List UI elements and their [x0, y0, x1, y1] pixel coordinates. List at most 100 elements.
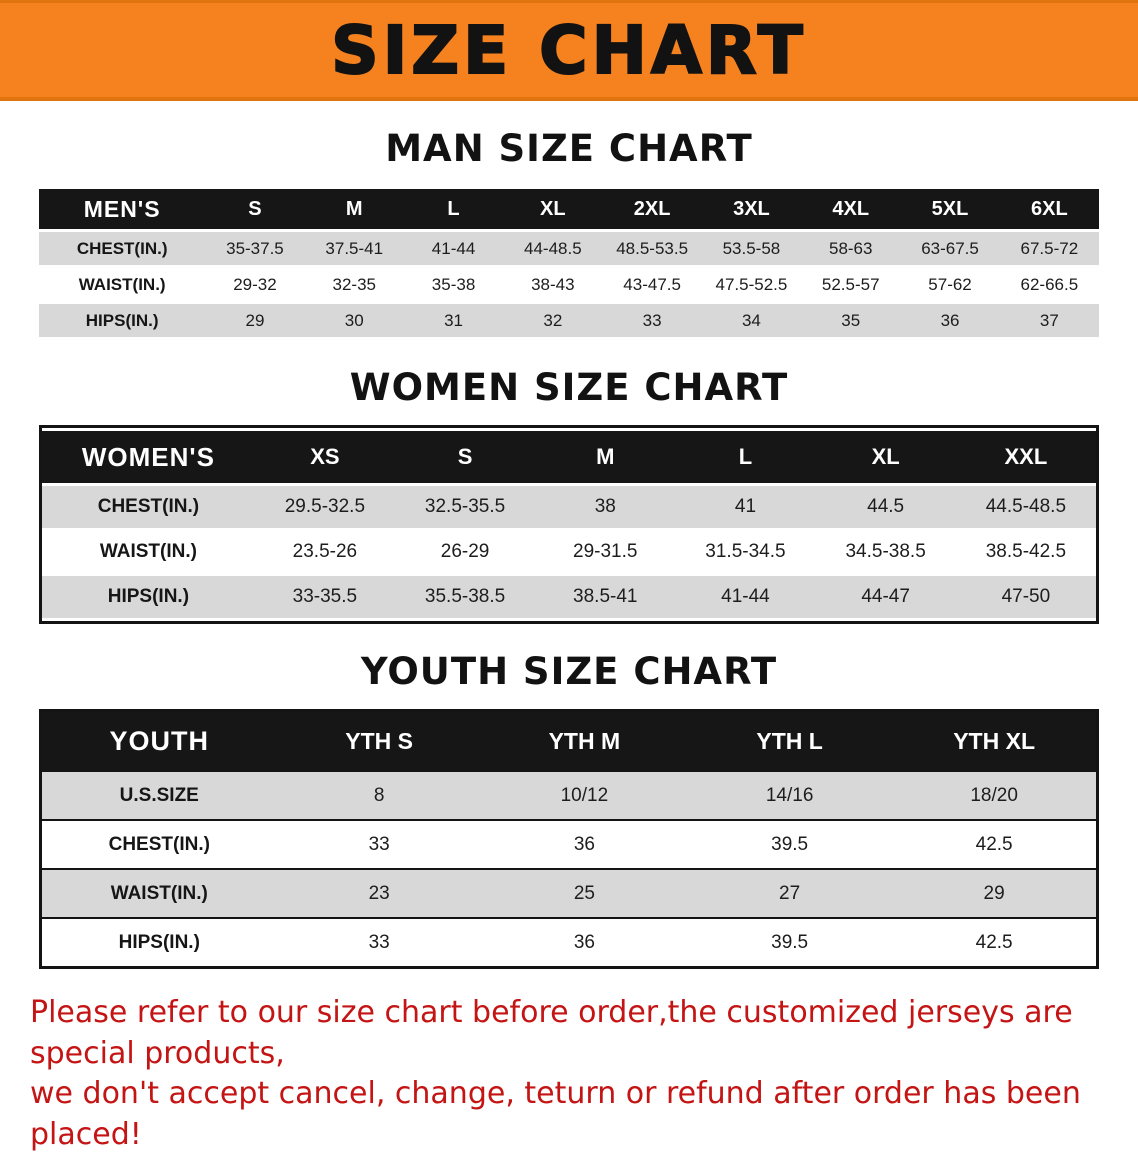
row-label-cell: U.S.SIZE: [40, 770, 277, 820]
table-row: WAIST(IN.) 23 25 27 29: [40, 868, 1098, 918]
youth-section-title: YOUTH SIZE CHART: [360, 650, 778, 693]
size-value-cell: 39.5: [687, 917, 893, 968]
size-value-cell: 38-43: [531, 274, 575, 294]
size-column-header: YTH L: [687, 710, 893, 771]
disclaimer-line-1: Please refer to our size chart before or…: [30, 995, 1073, 1071]
size-value-cell: 29: [245, 310, 265, 330]
row-label-cell: CHEST(IN.): [76, 238, 168, 258]
size-value-cell: 14/16: [687, 770, 893, 820]
size-value-cell: 38.5-41: [573, 586, 638, 607]
size-value-cell: 10/12: [481, 770, 687, 820]
row-label-cell: WAIST(IN.): [78, 274, 166, 294]
size-value-cell: 38: [594, 496, 616, 517]
page-title: SIZE CHART: [330, 11, 807, 90]
size-value-cell: 33: [642, 310, 662, 330]
size-value-cell: 43-47.5: [623, 274, 681, 294]
size-value-cell: 35-38: [431, 274, 476, 294]
size-value-cell: 36: [940, 310, 960, 330]
table-title-cell: WOMEN'S: [42, 431, 255, 483]
size-value-cell: 29: [892, 868, 1098, 918]
row-label-cell: HIPS(IN.): [107, 586, 190, 607]
women-size-section: WOMEN SIZE CHART WOMEN'S XS S M L XL XXL CHEST(…: [0, 366, 1138, 624]
row-label-cell: WAIST(IN.): [99, 541, 197, 562]
size-value-cell: 36: [481, 819, 687, 869]
size-column-header: M: [535, 431, 676, 483]
size-value-cell: 44-47: [861, 586, 910, 607]
size-column-header: S: [394, 431, 536, 483]
size-value-cell: 44-48.5: [524, 238, 582, 258]
size-column-header: L: [675, 431, 816, 483]
size-value-cell: 35-37.5: [226, 238, 284, 258]
table-row: HIPS(IN.) 33 36 39.5 42.5: [40, 917, 1098, 968]
size-value-cell: 31.5-34.5: [705, 541, 786, 562]
size-value-cell: 41-44: [721, 586, 770, 607]
banner: SIZE CHART: [0, 0, 1138, 101]
size-value-cell: 32-35: [332, 274, 376, 294]
size-column-header: L: [403, 189, 504, 229]
table-title-cell: YOUTH: [40, 710, 277, 771]
size-value-cell: 47.5-52.5: [715, 274, 788, 294]
table-row: CHEST(IN.) 33 36 39.5 42.5: [40, 819, 1098, 869]
size-value-cell: 23: [276, 868, 482, 918]
size-value-cell: 58-63: [828, 238, 873, 258]
size-value-cell: 63-67.5: [921, 238, 979, 258]
size-column-header: 5XL: [900, 189, 1000, 229]
size-value-cell: 26-29: [440, 541, 490, 562]
size-value-cell: 35.5-38.5: [424, 586, 506, 607]
header-row: MEN'S S M L XL 2XL 3XL 4XL 5XL 6XL: [39, 189, 1099, 229]
table-row: WAIST(IN.) 23.5-26 26-29 29-31.5 31.5-34.5 34…: [42, 531, 1096, 573]
women-section-title: WOMEN SIZE CHART: [349, 366, 789, 409]
table-row: HIPS(IN.) 29 30 31 32 33 34 35 36 37: [39, 304, 1099, 337]
youth-size-section: YOUTH SIZE CHART YOUTH YTH S YTH M YTH L YTH…: [0, 650, 1138, 969]
size-column-header: XS: [254, 431, 395, 483]
size-value-cell: 41: [734, 496, 757, 517]
size-column-header: XL: [503, 189, 603, 229]
row-label-cell: CHEST(IN.): [97, 496, 200, 517]
row-label-cell: WAIST(IN.): [40, 868, 277, 918]
size-value-cell: 27: [687, 868, 893, 918]
size-value-cell: 25: [481, 868, 687, 918]
table-row: WAIST(IN.) 29-32 32-35 35-38 38-43 43-47.5 47.…: [39, 268, 1099, 301]
size-column-header: 2XL: [602, 189, 702, 229]
men-section-title: MAN SIZE CHART: [385, 127, 753, 170]
size-value-cell: 47-50: [1001, 586, 1051, 607]
size-value-cell: 42.5: [892, 819, 1098, 869]
size-value-cell: 30: [344, 310, 364, 330]
row-label-cell: HIPS(IN.): [85, 310, 159, 330]
size-value-cell: 32: [543, 310, 563, 330]
size-column-header: 4XL: [801, 189, 901, 229]
table-row: CHEST(IN.) 35-37.5 37.5-41 41-44 44-48.5 48.5…: [39, 232, 1099, 265]
size-value-cell: 37.5-41: [325, 238, 384, 258]
size-value-cell: 35: [841, 310, 861, 330]
size-value-cell: 42.5: [892, 917, 1098, 968]
disclaimer-line-2: we don't accept cancel, change, teturn o…: [30, 1076, 1081, 1152]
size-value-cell: 38.5-42.5: [985, 541, 1067, 562]
size-column-header: M: [304, 189, 404, 229]
size-column-header: XL: [815, 431, 956, 483]
size-value-cell: 44.5: [867, 496, 905, 517]
size-value-cell: 8: [276, 770, 482, 820]
size-value-cell: 23.5-26: [292, 541, 358, 562]
size-column-header: XXL: [955, 431, 1096, 483]
row-label-cell: CHEST(IN.): [40, 819, 277, 869]
size-column-header: YTH M: [481, 710, 687, 771]
disclaimer: Please refer to our size chart before or…: [30, 993, 1138, 1155]
men-size-table: MEN'S S M L XL 2XL 3XL 4XL 5XL 6XL CHEST(IN.) 35-37…: [39, 186, 1099, 340]
size-value-cell: 48.5-53.5: [616, 238, 689, 258]
size-value-cell: 31: [444, 310, 463, 330]
size-value-cell: 57-62: [928, 274, 972, 294]
size-value-cell: 29-32: [233, 274, 277, 294]
size-value-cell: 32.5-35.5: [424, 496, 506, 517]
women-size-table: WOMEN'S XS S M L XL XXL CHEST(IN.) 29.5-32.5 32.5…: [39, 425, 1099, 624]
row-label-cell: HIPS(IN.): [40, 917, 277, 968]
size-value-cell: 34.5-38.5: [845, 541, 926, 562]
size-column-header: YTH S: [276, 710, 482, 771]
size-value-cell: 18/20: [892, 770, 1098, 820]
size-value-cell: 33-35.5: [292, 586, 358, 607]
size-column-header: S: [205, 189, 305, 229]
size-value-cell: 39.5: [687, 819, 893, 869]
size-column-header: 3XL: [701, 189, 802, 229]
size-value-cell: 67.5-72: [1020, 238, 1079, 258]
size-column-header: 6XL: [999, 189, 1099, 229]
size-value-cell: 29-31.5: [573, 541, 638, 562]
